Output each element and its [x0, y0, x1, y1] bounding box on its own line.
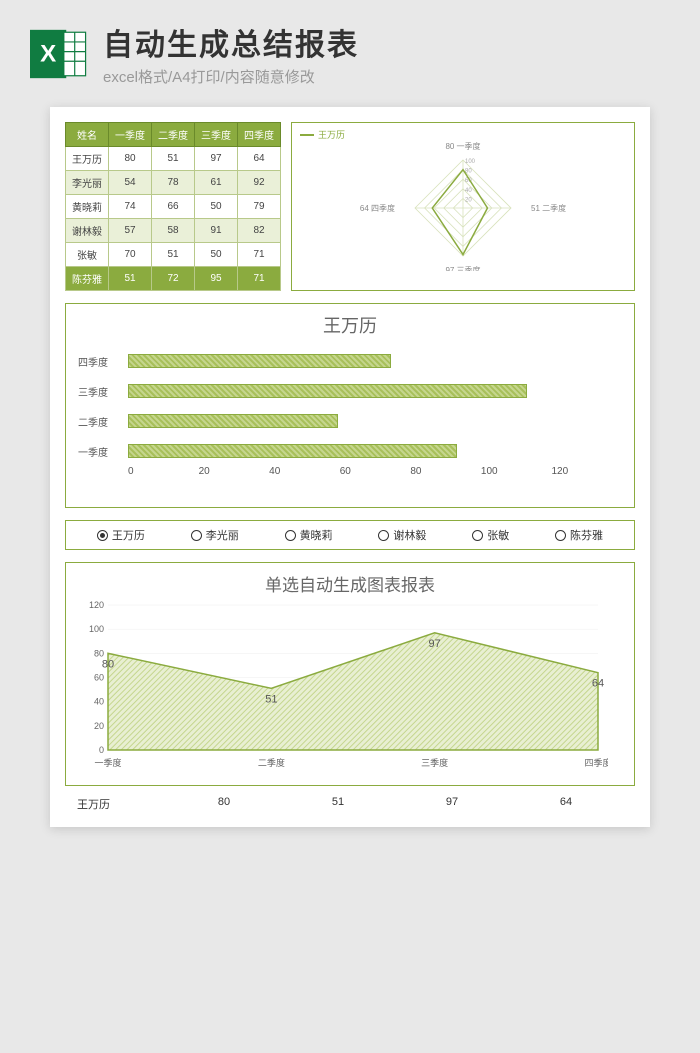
svg-text:一季度: 一季度 [94, 757, 121, 768]
bar-row: 三季度 [78, 376, 622, 406]
svg-text:40: 40 [94, 697, 104, 707]
svg-text:60: 60 [94, 673, 104, 683]
radar-legend: 王万历 [300, 128, 626, 141]
table-header: 姓名 [66, 123, 109, 147]
summary-row: 王万历80519764 [65, 796, 635, 812]
document-page: 姓名一季度二季度三季度四季度 王万历80519764李光丽54786192黄晓莉… [50, 107, 650, 827]
table-row: 谢林毅57589182 [66, 219, 281, 243]
radio-option[interactable]: 张敏 [472, 527, 509, 543]
svg-text:97: 97 [429, 638, 441, 650]
table-header: 一季度 [109, 123, 152, 147]
radio-icon [97, 530, 108, 541]
radio-option[interactable]: 黄晓莉 [285, 527, 333, 543]
table-row: 李光丽54786192 [66, 171, 281, 195]
page-header: X 自动生成总结报表 excel格式/A4打印/内容随意修改 [0, 0, 700, 92]
svg-text:0: 0 [99, 745, 104, 755]
svg-text:80: 80 [102, 658, 114, 670]
svg-text:120: 120 [89, 600, 104, 610]
svg-text:20: 20 [465, 197, 472, 203]
area-chart: 单选自动生成图表报表 0 20 40 60 80 100 120 80 51 97 64 一季度 二季度… [65, 562, 635, 786]
svg-text:三季度: 三季度 [421, 757, 448, 768]
svg-text:80 一季度: 80 一季度 [445, 141, 480, 151]
svg-text:51: 51 [265, 693, 277, 705]
svg-text:64: 64 [592, 678, 604, 690]
svg-text:二季度: 二季度 [258, 757, 285, 768]
svg-text:51 二季度: 51 二季度 [531, 203, 566, 213]
page-subtitle: excel格式/A4打印/内容随意修改 [103, 66, 670, 87]
svg-text:20: 20 [94, 721, 104, 731]
svg-text:四季度: 四季度 [584, 757, 608, 768]
bar-row: 一季度 [78, 436, 622, 466]
svg-text:40: 40 [465, 188, 472, 194]
bar-row: 四季度 [78, 346, 622, 376]
svg-text:64 四季度: 64 四季度 [360, 203, 395, 213]
svg-text:80: 80 [94, 648, 104, 658]
radio-icon [191, 530, 202, 541]
bar-row: 二季度 [78, 406, 622, 436]
radio-icon [472, 530, 483, 541]
radio-option[interactable]: 陈芬雅 [555, 527, 603, 543]
bar-chart-title: 王万历 [78, 312, 622, 338]
radar-legend-label: 王万历 [318, 128, 345, 141]
table-row: 陈芬雅51729571 [66, 267, 281, 291]
table-header: 四季度 [238, 123, 281, 147]
area-chart-title: 单选自动生成图表报表 [78, 571, 622, 596]
radio-icon [555, 530, 566, 541]
data-table: 姓名一季度二季度三季度四季度 王万历80519764李光丽54786192黄晓莉… [65, 122, 281, 291]
radio-option[interactable]: 谢林毅 [378, 527, 426, 543]
excel-icon: X [30, 25, 88, 83]
svg-text:97 三季度: 97 三季度 [445, 265, 480, 271]
radio-icon [285, 530, 296, 541]
svg-text:100: 100 [465, 159, 476, 165]
bar-chart: 王万历 四季度三季度二季度一季度 020406080100120 [65, 303, 635, 508]
svg-text:X: X [40, 40, 56, 67]
radio-option[interactable]: 王万历 [97, 527, 145, 543]
radar-chart: 王万历 80 一季度51 二季度97 三季度64 四季度20406080100 [291, 122, 635, 291]
radio-group: 王万历 李光丽 黄晓莉 谢林毅 张敏 陈芬雅 [65, 520, 635, 550]
svg-text:100: 100 [89, 624, 104, 634]
table-row: 黄晓莉74665079 [66, 195, 281, 219]
table-row: 张敏70515071 [66, 243, 281, 267]
table-header: 三季度 [195, 123, 238, 147]
radio-icon [378, 530, 389, 541]
page-title: 自动生成总结报表 [103, 20, 670, 64]
table-row: 王万历80519764 [66, 147, 281, 171]
table-header: 二季度 [152, 123, 195, 147]
radio-option[interactable]: 李光丽 [191, 527, 239, 543]
